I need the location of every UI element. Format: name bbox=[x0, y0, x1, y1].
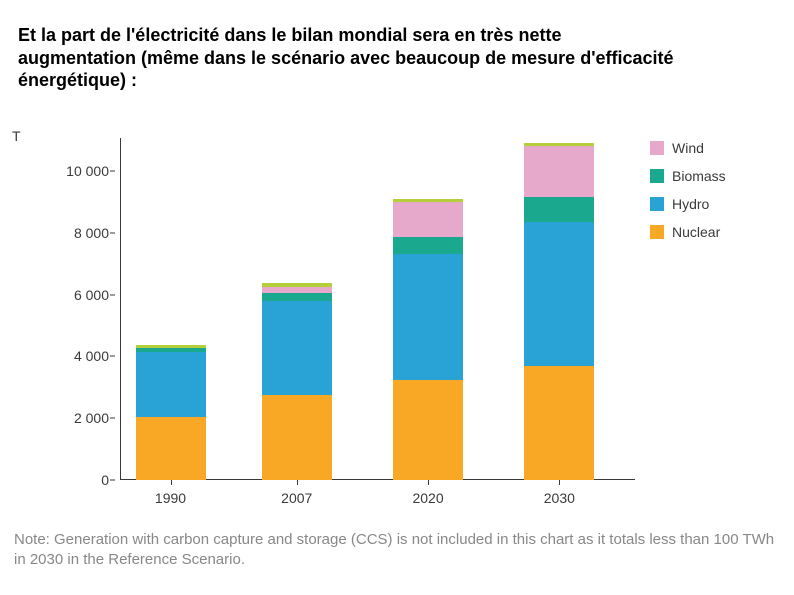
bar-segment-biomass bbox=[524, 197, 594, 222]
y-axis-line bbox=[120, 138, 121, 480]
legend-item-nuclear: Nuclear bbox=[650, 224, 726, 240]
plot-area: 02 0004 0006 0008 00010 000 199020072020… bbox=[120, 140, 625, 480]
y-axis-unit-cap: T bbox=[12, 128, 21, 144]
y-tick-label: 2 000 bbox=[74, 410, 109, 426]
x-tick-label: 1990 bbox=[155, 490, 186, 506]
legend-label: Hydro bbox=[672, 196, 709, 212]
legend-item-biomass: Biomass bbox=[650, 168, 726, 184]
legend-swatch bbox=[650, 169, 664, 183]
legend-label: Nuclear bbox=[672, 224, 720, 240]
page-title: Et la part de l'électricité dans le bila… bbox=[18, 24, 678, 92]
y-tick-mark bbox=[110, 356, 115, 357]
legend-swatch bbox=[650, 141, 664, 155]
x-tick-mark bbox=[297, 480, 298, 485]
chart-footnote: Note: Generation with carbon capture and… bbox=[14, 530, 780, 569]
x-tick-label: 2007 bbox=[281, 490, 312, 506]
x-tick-mark bbox=[171, 480, 172, 485]
legend-swatch bbox=[650, 225, 664, 239]
x-tick-mark bbox=[428, 480, 429, 485]
y-tick-mark bbox=[110, 294, 115, 295]
bar-segment-hydro bbox=[262, 301, 332, 395]
bar-segment-wind bbox=[524, 146, 594, 197]
legend-swatch bbox=[650, 197, 664, 211]
y-tick-label: 8 000 bbox=[74, 225, 109, 241]
y-tick-mark bbox=[110, 232, 115, 233]
y-tick-label: 6 000 bbox=[74, 287, 109, 303]
bar-segment-hydro bbox=[393, 254, 463, 379]
y-tick-label: 4 000 bbox=[74, 348, 109, 364]
y-tick-label: 0 bbox=[101, 472, 109, 488]
bar-segment-wind bbox=[393, 202, 463, 238]
legend-label: Biomass bbox=[672, 168, 726, 184]
y-tick-mark bbox=[110, 170, 115, 171]
y-tick-mark bbox=[110, 418, 115, 419]
bar-segment-nuclear bbox=[262, 395, 332, 480]
x-tick-mark bbox=[559, 480, 560, 485]
bar-segment-hydro bbox=[524, 222, 594, 366]
bar-group: 2007 bbox=[262, 283, 332, 480]
bar-group: 1990 bbox=[136, 345, 206, 480]
y-axis-labels: 02 0004 0006 0008 00010 000 bbox=[65, 140, 115, 480]
bar-segment-hydro bbox=[136, 352, 206, 417]
legend-item-hydro: Hydro bbox=[650, 196, 726, 212]
y-tick-label: 10 000 bbox=[66, 163, 109, 179]
x-tick-label: 2030 bbox=[544, 490, 575, 506]
bar-segment-nuclear bbox=[393, 380, 463, 480]
y-tick-mark bbox=[110, 480, 115, 481]
legend-item-wind: Wind bbox=[650, 140, 726, 156]
bar-group: 2020 bbox=[393, 199, 463, 480]
bar-group: 2030 bbox=[524, 143, 594, 480]
bar-segment-biomass bbox=[262, 293, 332, 301]
x-tick-label: 2020 bbox=[412, 490, 443, 506]
legend-label: Wind bbox=[672, 140, 704, 156]
bar-segment-biomass bbox=[393, 237, 463, 254]
chart-container: 0 2 000 4 000 6 000 8 000 10 000 1990 2007 2020… bbox=[60, 140, 780, 520]
legend: Wind Biomass Hydro Nuclear bbox=[650, 140, 726, 252]
bar-segment-nuclear bbox=[524, 366, 594, 480]
bar-segment-nuclear bbox=[136, 417, 206, 480]
